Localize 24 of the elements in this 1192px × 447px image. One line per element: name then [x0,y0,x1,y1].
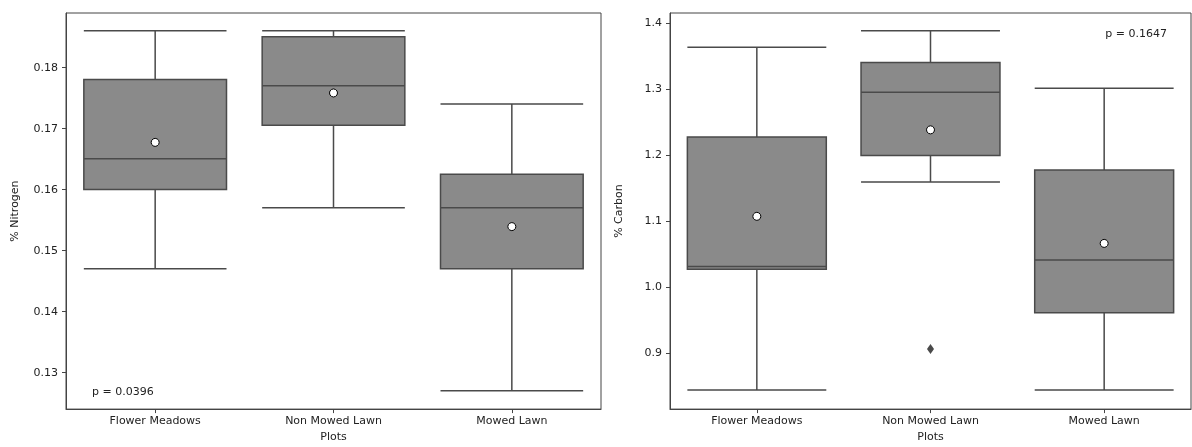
y-axis-title: % Carbon [612,184,625,238]
y-tick-label: 1.1 [644,214,662,228]
annotation: p = 0.0396 [92,385,154,398]
x-axis-title: Plots [320,430,347,443]
annotation: p = 0.1647 [1105,27,1168,40]
x-tick-label: Mowed Lawn [476,414,548,428]
x-tick-label: Flower Meadows [109,414,202,428]
y-tick-label: 0.17 [33,121,58,135]
x-tick-label: Non Mowed Lawn [882,414,979,428]
y-tick-label: 0.9 [644,346,662,360]
y-tick-label: 1.2 [644,148,662,162]
y-tick-label: 0.16 [33,182,58,196]
y-axis-title: % Nitrogen [8,180,21,242]
x-axis-title: Plots [917,430,944,443]
y-tick-label: 0.13 [33,365,58,379]
x-tick-label: Mowed Lawn [1068,414,1140,428]
x-tick-label: Flower Meadows [711,414,803,428]
y-tick-label: 1.4 [644,16,662,30]
y-tick-label: 1.0 [644,280,662,294]
y-tick-label: 0.14 [33,304,58,318]
y-tick-label: 1.3 [644,82,662,96]
y-tick-label: 0.18 [33,60,58,74]
x-tick-label: Non Mowed Lawn [285,414,382,428]
y-tick-label: 0.15 [33,243,58,257]
